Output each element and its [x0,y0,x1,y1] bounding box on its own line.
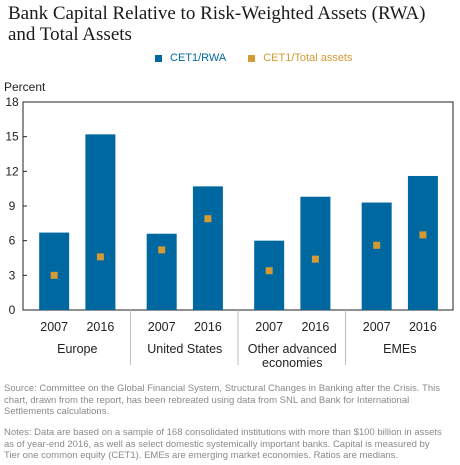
marker-cet1-total-assets [50,271,58,279]
x-tick-label-year: 2007 [363,320,391,334]
bar-cet1-rwa [192,186,223,310]
legend-label-cet1-rwa: CET1/RWA [170,52,227,64]
bar-cet1-rwa [85,134,116,310]
bar-cet1-rwa [300,196,331,310]
x-group-label: Other advanced [248,342,337,356]
y-tick-label: 6 [9,234,16,248]
legend-item-cet1-total-assets: CET1/Total assets [248,52,353,64]
y-tick-label: 3 [9,268,16,282]
bar-cet1-rwa [407,175,438,310]
marker-cet1-total-assets [373,241,381,249]
legend-label-cet1-total-assets: CET1/Total assets [263,52,353,64]
bar-cet1-rwa [146,233,177,310]
x-group-label: Europe [57,342,97,356]
marker-cet1-total-assets [419,231,427,239]
bar-chart: 0 3 6 9 12 15 18 2007 2016 Europe 2007 2016 United S… [5,95,454,370]
x-tick-label-year: 2016 [301,320,329,334]
marker-cet1-total-assets [96,253,104,261]
legend-item-cet1-rwa: CET1/RWA [155,52,226,64]
marker-cet1-total-assets [204,215,212,223]
x-tick-label-year: 2007 [40,320,68,334]
legend-swatch-marker [248,54,256,62]
x-group-label: EMEs [383,342,416,356]
legend-swatch-bar [155,54,162,62]
source-text: Source: Committee on the Global Financia… [4,383,440,418]
y-tick-label: 15 [5,130,19,144]
bar-cet1-rwa [254,240,285,310]
chart-legend: CET1/RWA CET1/Total assets [155,52,353,64]
y-tick-label: 0 [9,303,16,317]
chart-title: Bank Capital Relative to Risk-Weighted A… [8,3,426,45]
marker-cet1-total-assets [311,255,319,263]
x-tick-label-year: 2016 [86,320,114,334]
x-tick-label-year: 2007 [255,320,283,334]
x-group-label: economies [262,356,322,370]
bar-cet1-rwa [361,202,392,310]
y-tick-label: 9 [9,199,16,213]
marker-cet1-total-assets [265,267,273,275]
x-tick-label-year: 2007 [148,320,176,334]
bar-cet1-rwa [39,232,70,310]
marker-cet1-total-assets [158,246,166,254]
y-tick-label: 12 [5,164,19,178]
x-group-label: United States [147,342,222,356]
x-tick-label-year: 2016 [409,320,437,334]
y-axis-unit-label: Percent [4,80,46,94]
x-tick-label-year: 2016 [194,320,222,334]
y-tick-label: 18 [5,95,19,109]
notes-text: Notes: Data are based on a sample of 168… [4,427,442,462]
